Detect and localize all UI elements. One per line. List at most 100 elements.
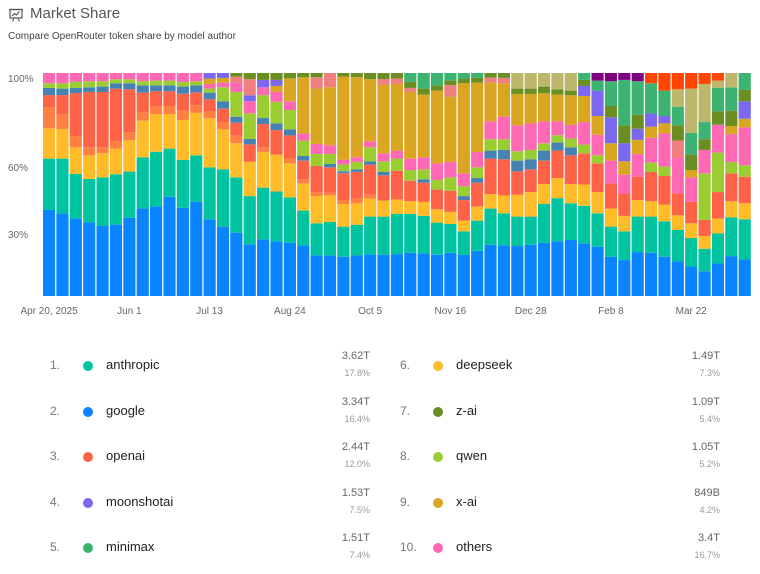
bar-segment-google[interactable] xyxy=(243,244,256,296)
bar-segment-anthropic[interactable] xyxy=(511,216,524,247)
bar-segment-series-5[interactable] xyxy=(230,116,243,123)
bar-segment-qwen[interactable] xyxy=(109,79,123,84)
bar-segment-google[interactable] xyxy=(484,244,497,296)
bar-segment-others[interactable] xyxy=(644,137,658,163)
bar-segment-x-ai[interactable] xyxy=(644,126,658,138)
bar-segment-x-ai[interactable] xyxy=(591,116,604,135)
bar-segment-openai[interactable] xyxy=(163,91,176,107)
bar-segment-google[interactable] xyxy=(56,213,69,296)
bar-segment-z-ai[interactable] xyxy=(497,73,511,78)
bar-segment-google[interactable] xyxy=(176,207,189,296)
bar-segment-series-5[interactable] xyxy=(203,92,216,100)
bar-segment-qwen[interactable] xyxy=(644,162,658,173)
bar-segment-anthropic[interactable] xyxy=(243,196,256,245)
bar-segment-deepseek[interactable] xyxy=(377,200,390,217)
bar-segment-qwen[interactable] xyxy=(511,151,524,161)
bar-segment-x-ai[interactable] xyxy=(578,95,591,123)
bar-segment-minimax[interactable] xyxy=(631,81,644,115)
bar-segment-x-ai[interactable] xyxy=(310,88,323,144)
bar-segment-anthropic[interactable] xyxy=(711,233,725,264)
bar-segment-anthropic[interactable] xyxy=(631,216,644,253)
bar-segment-x-ai[interactable] xyxy=(457,83,470,174)
bar-segment-others[interactable] xyxy=(243,101,256,114)
bar-segment-series-5[interactable] xyxy=(564,147,577,156)
bar-segment-series-5[interactable] xyxy=(190,85,203,93)
bar-segment-z-ai[interactable] xyxy=(390,73,403,79)
bar-segment-google[interactable] xyxy=(310,255,323,296)
bar-segment-qwen[interactable] xyxy=(216,87,230,102)
bar-segment-x-ai[interactable] xyxy=(564,95,577,125)
bar-segment-deepseek[interactable] xyxy=(297,183,310,211)
bar-segment-qwen[interactable] xyxy=(203,88,216,93)
bar-segment-google[interactable] xyxy=(578,243,591,296)
bar-segment-others[interactable] xyxy=(604,160,618,184)
bar-segment-series-13[interactable] xyxy=(564,73,577,91)
bar-segment-moonshotai[interactable] xyxy=(270,79,283,86)
bar-segment-google[interactable] xyxy=(377,254,390,296)
bar-segment-series-14[interactable] xyxy=(631,73,644,82)
bar-segment-deepseek[interactable] xyxy=(163,114,176,149)
bar-segment-series-3[interactable] xyxy=(83,147,96,156)
bar-segment-series-3[interactable] xyxy=(69,136,82,148)
bar-segment-others[interactable] xyxy=(551,121,564,136)
bar-segment-x-ai[interactable] xyxy=(364,79,377,142)
bar-segment-z-ai[interactable] xyxy=(618,125,631,144)
bar-segment-moonshotai[interactable] xyxy=(257,79,270,88)
bar-segment-openai[interactable] xyxy=(618,193,631,216)
bar-segment-moonshotai[interactable] xyxy=(591,90,604,117)
bar-segment-openai[interactable] xyxy=(524,169,537,193)
bar-segment-google[interactable] xyxy=(711,263,725,296)
bar-segment-z-ai[interactable] xyxy=(604,106,618,118)
bar-segment-x-ai[interactable] xyxy=(417,94,430,158)
bar-segment-x-ai[interactable] xyxy=(484,82,497,122)
bar-segment-others[interactable] xyxy=(364,141,377,148)
bar-segment-series-3[interactable] xyxy=(216,122,230,130)
bar-segment-series-3[interactable] xyxy=(257,147,270,152)
bar-segment-openai[interactable] xyxy=(176,93,189,111)
bar-segment-minimax[interactable] xyxy=(725,87,738,111)
legend-item-others[interactable]: 10. others 3.4T 16.7% xyxy=(400,530,720,570)
bar-segment-series-10[interactable] xyxy=(230,76,243,83)
bar-segment-qwen[interactable] xyxy=(337,164,350,172)
bar-segment-qwen[interactable] xyxy=(698,173,711,220)
bar-segment-z-ai[interactable] xyxy=(310,73,323,78)
bar-segment-google[interactable] xyxy=(350,255,363,296)
bar-segment-anthropic[interactable] xyxy=(524,216,537,245)
bar-segment-google[interactable] xyxy=(270,241,283,296)
bar-segment-deepseek[interactable] xyxy=(537,184,551,204)
bar-segment-series-5[interactable] xyxy=(176,86,189,94)
bar-segment-series-5[interactable] xyxy=(457,196,470,201)
bar-segment-z-ai[interactable] xyxy=(631,114,644,129)
bar-segment-openai[interactable] xyxy=(631,176,644,201)
bar-segment-z-ai[interactable] xyxy=(564,90,577,96)
bar-segment-series-3[interactable] xyxy=(123,132,136,141)
bar-segment-openai[interactable] xyxy=(685,201,698,224)
bar-segment-openai[interactable] xyxy=(310,165,323,193)
bar-segment-others[interactable] xyxy=(176,73,189,82)
bar-segment-qwen[interactable] xyxy=(417,169,430,180)
bar-segment-google[interactable] xyxy=(190,201,203,296)
bar-segment-series-13[interactable] xyxy=(524,73,537,89)
bar-segment-series-10[interactable] xyxy=(671,140,684,158)
bar-segment-anthropic[interactable] xyxy=(109,174,123,225)
bar-segment-openai[interactable] xyxy=(564,155,577,185)
bar-segment-anthropic[interactable] xyxy=(671,229,684,262)
bar-segment-series-5[interactable] xyxy=(123,83,136,90)
bar-segment-z-ai[interactable] xyxy=(551,89,564,95)
bar-segment-z-ai[interactable] xyxy=(484,73,497,78)
bar-segment-openai[interactable] xyxy=(123,89,136,133)
bar-segment-x-ai[interactable] xyxy=(444,96,457,162)
bar-segment-google[interactable] xyxy=(297,245,310,296)
bar-segment-others[interactable] xyxy=(377,153,390,162)
bar-segment-z-ai[interactable] xyxy=(404,81,417,88)
bar-segment-google[interactable] xyxy=(524,244,537,296)
bar-segment-z-ai[interactable] xyxy=(578,79,591,86)
bar-segment-deepseek[interactable] xyxy=(56,128,69,159)
bar-segment-anthropic[interactable] xyxy=(551,198,564,242)
bar-segment-openai[interactable] xyxy=(591,163,604,193)
bar-segment-others[interactable] xyxy=(564,124,577,139)
bar-segment-deepseek[interactable] xyxy=(310,196,323,224)
bar-segment-anthropic[interactable] xyxy=(190,155,203,202)
bar-segment-deepseek[interactable] xyxy=(698,236,711,249)
bar-segment-anthropic[interactable] xyxy=(377,216,390,255)
